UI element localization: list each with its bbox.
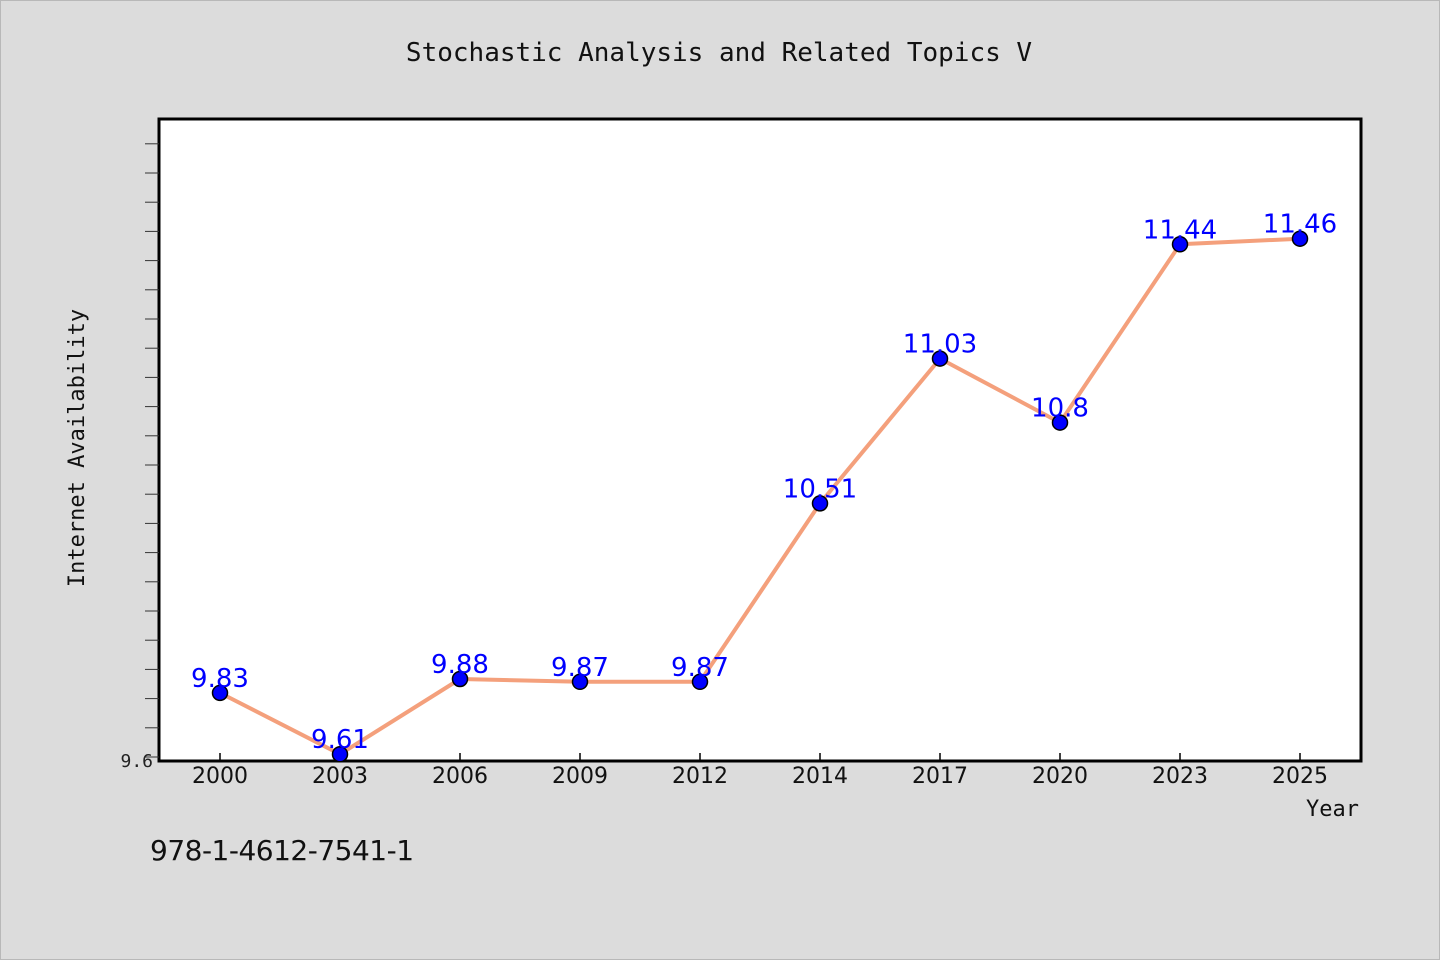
data-label: 11.03 — [903, 330, 977, 360]
data-point — [1051, 414, 1069, 431]
x-tick-label: 2003 — [312, 764, 368, 789]
y-axis-label: Internet Availability — [65, 309, 90, 587]
x-tick-label: 2012 — [672, 764, 728, 789]
data-label: 10.51 — [783, 474, 857, 504]
x-axis-ticks: 2000 2003 2006 2009 2012 2014 2017 2020 2023 2025 — [192, 753, 1328, 789]
data-point — [451, 670, 469, 688]
x-tick-label: 2009 — [552, 764, 608, 789]
x-tick-label: 2006 — [432, 764, 488, 789]
data-point — [691, 673, 709, 691]
data-label: 9.83 — [191, 664, 249, 694]
data-label: 9.61 — [311, 725, 369, 755]
x-tick-label: 2020 — [1032, 764, 1088, 789]
x-axis-label: Year — [1306, 797, 1359, 822]
x-tick-label: 2017 — [912, 764, 968, 789]
data-label: 11.46 — [1263, 210, 1337, 240]
data-point — [1171, 236, 1189, 253]
data-point — [811, 495, 829, 512]
x-tick-label: 2023 — [1152, 764, 1208, 789]
x-tick-label: 2025 — [1272, 764, 1328, 789]
y-axis-ticks — [145, 143, 159, 758]
data-label: 9.87 — [671, 653, 729, 683]
data-point — [1291, 230, 1309, 247]
series-layer: 9.83 9.61 9.88 9.87 9.87 10.51 11.03 10.8 11.44 1… — [191, 210, 1337, 763]
series-line — [219, 236, 1301, 757]
data-label: 9.88 — [431, 650, 489, 680]
data-label: 9.87 — [551, 653, 609, 683]
y-tick-label: 9.6 — [120, 751, 153, 772]
isbn-footer: 978-1-4612-7541-1 — [150, 834, 414, 867]
data-point — [931, 350, 949, 367]
x-tick-label: 2000 — [192, 764, 248, 789]
chart-title: Stochastic Analysis and Related Topics V — [406, 38, 1032, 68]
data-label: 10.8 — [1031, 394, 1089, 424]
data-point — [331, 745, 349, 763]
data-point — [211, 684, 229, 702]
x-tick-label: 2014 — [792, 764, 848, 789]
data-point — [571, 673, 589, 691]
data-label: 11.44 — [1143, 215, 1217, 245]
plot-area — [157, 117, 1363, 763]
